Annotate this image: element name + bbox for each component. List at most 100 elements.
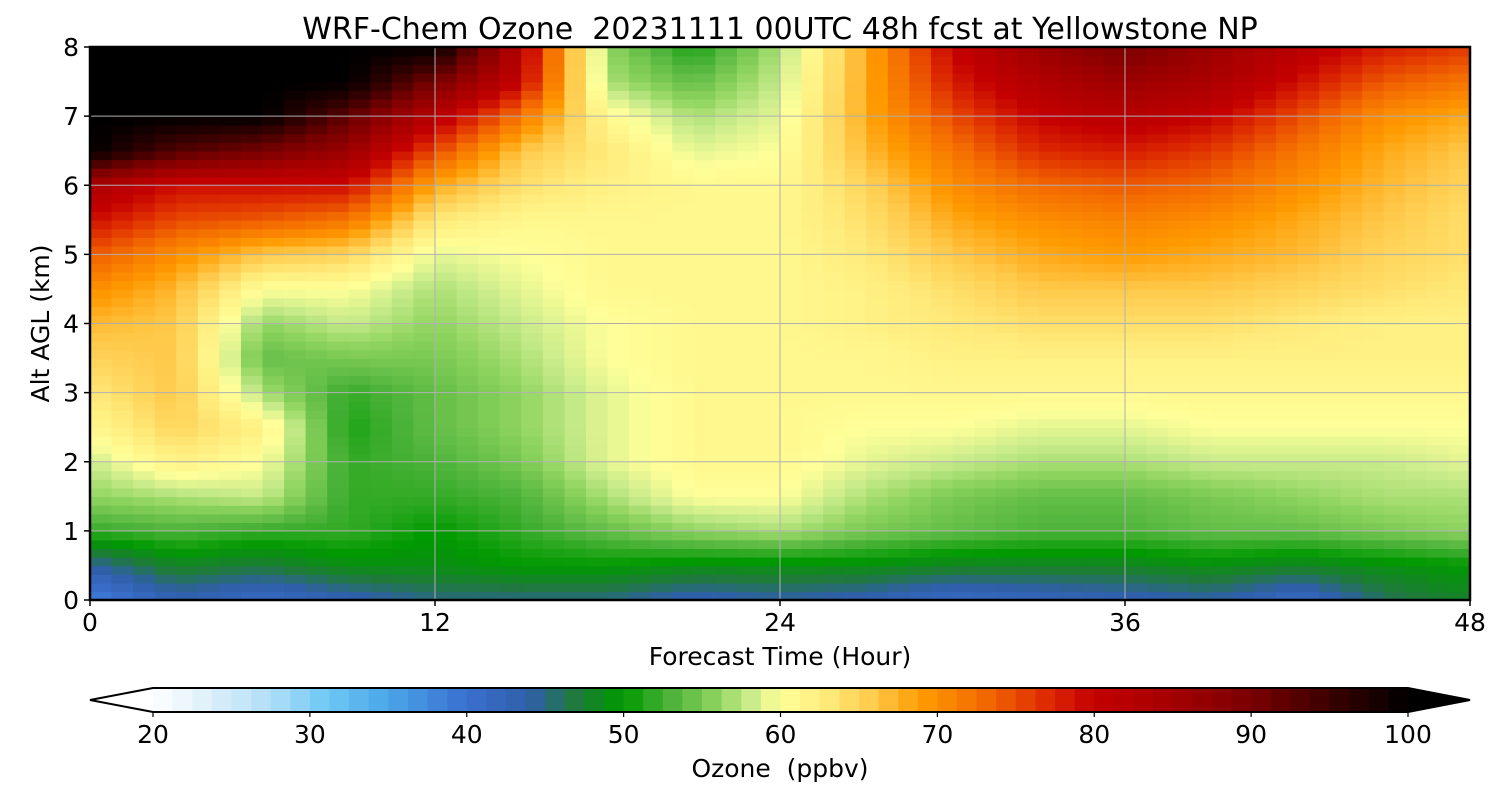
heatmap-cell	[1232, 159, 1256, 169]
heatmap-cell	[736, 556, 760, 567]
heatmap-cell	[629, 565, 652, 575]
heatmap-cell	[262, 142, 285, 152]
heatmap-cell	[456, 358, 479, 368]
heatmap-cell	[1060, 81, 1083, 91]
heatmap-cell	[370, 582, 393, 593]
heatmap-cell	[1383, 280, 1407, 290]
heatmap-cell	[780, 522, 803, 532]
heatmap-cell	[499, 548, 523, 558]
heatmap-cell	[1146, 366, 1169, 377]
heatmap-cell	[435, 263, 458, 273]
heatmap-cell	[1232, 72, 1256, 83]
heatmap-cell	[435, 245, 458, 256]
heatmap-cell	[499, 479, 523, 489]
x-tick-label: 0	[82, 608, 98, 637]
heatmap-cell	[930, 409, 954, 420]
heatmap-cell	[1103, 574, 1126, 584]
heatmap-cell	[1405, 176, 1428, 187]
heatmap-cell	[1125, 435, 1148, 446]
heatmap-cell	[176, 314, 199, 325]
heatmap-cell	[1081, 539, 1105, 549]
heatmap-cell	[197, 98, 221, 109]
heatmap-cell	[866, 340, 889, 351]
heatmap-cell	[693, 288, 717, 299]
colorbar-segment	[368, 688, 389, 712]
heatmap-cell	[1038, 64, 1062, 74]
heatmap-cell	[1232, 64, 1256, 74]
heatmap-cell	[564, 288, 587, 299]
heatmap-cell	[995, 72, 1018, 83]
heatmap-cell	[715, 297, 738, 308]
heatmap-cell	[974, 133, 997, 143]
heatmap-cell	[1362, 479, 1385, 489]
heatmap-cell	[1081, 64, 1105, 74]
heatmap-cell	[1038, 513, 1062, 524]
heatmap-cell	[305, 245, 328, 256]
heatmap-cell	[1103, 159, 1126, 169]
heatmap-cell	[219, 64, 242, 74]
heatmap-cell	[284, 539, 307, 549]
heatmap-cell	[1146, 142, 1169, 152]
heatmap-cell	[1340, 435, 1363, 446]
heatmap-cell	[1297, 167, 1320, 178]
heatmap-cell	[585, 522, 609, 532]
heatmap-cell	[1060, 383, 1083, 394]
heatmap-cell	[1362, 556, 1385, 567]
heatmap-cell	[585, 107, 609, 117]
heatmap-cell	[305, 461, 328, 472]
heatmap-cell	[1125, 487, 1148, 498]
heatmap-cell	[262, 81, 285, 91]
heatmap-cell	[284, 237, 307, 247]
heatmap-cell	[1405, 418, 1428, 428]
heatmap-cell	[219, 72, 242, 83]
heatmap-cell	[974, 211, 997, 221]
heatmap-cell	[1125, 444, 1148, 454]
heatmap-cell	[585, 245, 609, 256]
heatmap-cell	[1232, 383, 1256, 394]
heatmap-cell	[240, 306, 264, 316]
heatmap-cell	[909, 582, 932, 593]
heatmap-cell	[176, 219, 199, 230]
heatmap-cell	[693, 487, 717, 498]
heatmap-cell	[1081, 280, 1105, 290]
heatmap-cell	[844, 375, 868, 385]
heatmap-cell	[1232, 297, 1256, 308]
heatmap-cell	[736, 444, 760, 454]
heatmap-cell	[133, 591, 156, 600]
heatmap-cell	[995, 167, 1018, 178]
heatmap-cell	[478, 107, 501, 117]
heatmap-cell	[456, 539, 479, 549]
heatmap-cell	[585, 539, 609, 549]
heatmap-cell	[780, 323, 803, 333]
heatmap-cell	[780, 271, 803, 282]
heatmap-cell	[176, 193, 199, 204]
heatmap-cell	[866, 392, 889, 403]
heatmap-cell	[240, 470, 264, 480]
heatmap-cell	[521, 306, 544, 316]
heatmap-cell	[284, 409, 307, 420]
heatmap-cell	[305, 539, 328, 549]
y-tick-label: 8	[63, 33, 79, 62]
heatmap-cell	[262, 582, 285, 593]
heatmap-cell	[1189, 453, 1213, 463]
colorbar-segment	[819, 688, 840, 712]
heatmap-cell	[1017, 124, 1040, 135]
heatmap-cell	[391, 409, 415, 420]
heatmap-cell	[456, 90, 479, 100]
heatmap-cell	[629, 280, 652, 290]
heatmap-cell	[456, 392, 479, 403]
heatmap-cell	[607, 513, 630, 524]
heatmap-cell	[1060, 107, 1083, 117]
heatmap-cell	[887, 366, 911, 377]
heatmap-cell	[90, 539, 113, 549]
heatmap-cell	[370, 383, 393, 394]
heatmap-cell	[1275, 375, 1299, 385]
heatmap-cell	[1211, 427, 1234, 437]
heatmap-cell	[1038, 358, 1062, 368]
heatmap-cell	[1383, 504, 1407, 515]
heatmap-cell	[176, 548, 199, 558]
heatmap-cell	[823, 176, 846, 187]
heatmap-cell	[736, 306, 760, 316]
heatmap-cell	[974, 72, 997, 83]
